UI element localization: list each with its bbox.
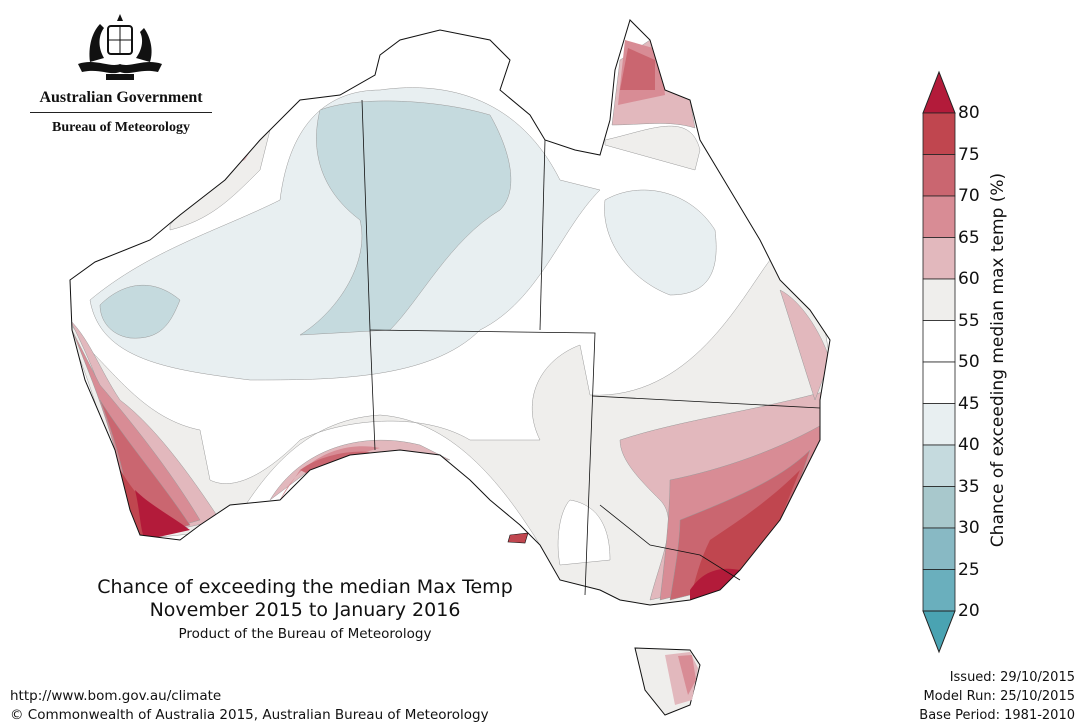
colorbar-tick-label: 50 — [958, 352, 980, 372]
colorbar-tick-label: 60 — [958, 269, 980, 289]
colorbar — [922, 70, 956, 654]
colorbar-bin-20_25 — [922, 569, 956, 612]
base-period: Base Period: 1981-2010 — [919, 708, 1075, 723]
colorbar-bin-40_45 — [922, 403, 956, 446]
colorbar-arrow-above-80 — [922, 70, 956, 114]
colorbar-tick-label: 30 — [958, 518, 980, 538]
colorbar-tick-label: 45 — [958, 393, 980, 414]
region-above-80-se — [690, 568, 740, 603]
colorbar-bin-60_65 — [922, 237, 956, 280]
australia-map — [69, 19, 831, 716]
model-run-date: Model Run: 25/10/2015 — [923, 689, 1075, 704]
region-above-80-sw — [135, 490, 190, 540]
region-35-40-wa — [99, 284, 181, 339]
region-70-75-capeyork — [620, 48, 655, 90]
region-35-40 — [299, 100, 512, 336]
map-period: November 2015 to January 2016 — [149, 599, 461, 621]
colorbar-tick-label: 55 — [958, 310, 980, 331]
map-product: Product of the Bureau of Meteorology — [178, 626, 432, 642]
colorbar-tick-label: 40 — [958, 435, 980, 455]
region-55-60-capeyork — [604, 125, 701, 171]
region-40-45-qld — [604, 189, 717, 296]
region-60-65-nsw-coast — [779, 289, 830, 401]
colorbar-bin-30_35 — [922, 486, 956, 529]
region-75-80-se — [690, 470, 800, 600]
kangaroo-island — [507, 532, 529, 544]
colorbar-bin-35_40 — [922, 444, 956, 487]
colorbar-arrow-below-20 — [922, 610, 956, 654]
colorbar-tick-label: 20 — [958, 601, 980, 621]
coat-of-arms-logo — [78, 14, 162, 80]
region-50-55-vic — [557, 499, 611, 566]
colorbar-tick-label: 25 — [958, 559, 980, 580]
copyright: © Commonwealth of Australia 2015, Austra… — [10, 707, 489, 723]
colorbar-tick-label: 75 — [958, 144, 980, 165]
region-55-60 — [70, 259, 830, 605]
colorbar-bin-70_75 — [922, 154, 956, 197]
map-title: Chance of exceeding the median Max Temp — [97, 576, 513, 598]
colorbar-bin-65_70 — [922, 195, 956, 238]
colorbar-tick-label: 80 — [958, 103, 980, 123]
colorbar-bin-55_60 — [922, 278, 956, 321]
colorbar-tick-label: 65 — [958, 227, 980, 248]
colorbar-bin-75_80 — [922, 112, 956, 155]
colorbar-bin-25_30 — [922, 527, 956, 570]
bom-url-link[interactable]: http://www.bom.gov.au/climate — [10, 688, 222, 704]
issued-date: Issued: 29/10/2015 — [949, 670, 1075, 685]
colorbar-tick-label: 35 — [958, 476, 980, 497]
colorbar-bin-50_55 — [922, 320, 956, 363]
logo-bureau-of-meteorology: Bureau of Meteorology — [52, 120, 190, 135]
tasmania-65-70 — [678, 655, 696, 695]
logo-divider — [30, 112, 212, 113]
colorbar-bin-45_50 — [922, 361, 956, 404]
state-borders — [361, 99, 821, 596]
colorbar-tick-label: 70 — [958, 186, 980, 206]
logo-australian-government: Australian Government — [39, 89, 203, 106]
colorbar-title: Chance of exceeding median max temp (%) — [988, 172, 1008, 548]
